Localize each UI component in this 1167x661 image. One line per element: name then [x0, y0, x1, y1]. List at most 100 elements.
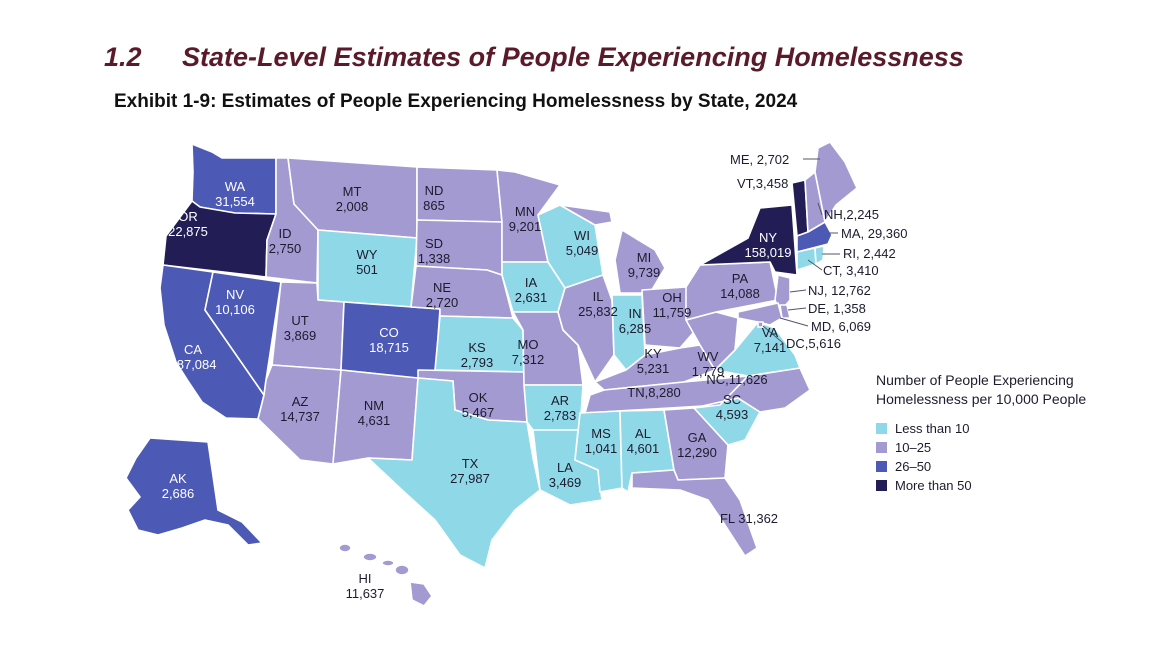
legend-item-26-50: 26–50 — [876, 457, 1146, 476]
legend-swatch-gt50 — [876, 480, 887, 491]
state-label-TX: TX 27,987 — [450, 456, 490, 486]
state-value-IN: 6,285 — [619, 321, 652, 336]
state-label-IA: IA 2,631 — [515, 275, 548, 305]
state-label-CO: CO 18,715 — [369, 325, 409, 355]
legend-item-10-25: 10–25 — [876, 438, 1146, 457]
state-label-TN: TN,8,280 — [627, 385, 680, 400]
state-CT[interactable] — [796, 247, 817, 271]
state-NY[interactable] — [699, 204, 798, 276]
state-abbr-WA: WA — [225, 179, 246, 194]
legend-label-10-25: 10–25 — [895, 440, 932, 455]
state-label-MI: MI 9,739 — [628, 250, 661, 280]
state-label-DC: DC,5,616 — [786, 336, 841, 351]
state-ME[interactable] — [814, 141, 858, 223]
state-abbr-AR: AR — [551, 393, 569, 408]
state-MD[interactable] — [737, 302, 783, 326]
state-abbr-WY: WY — [357, 247, 378, 262]
state-label-DE: DE, 1,358 — [808, 301, 866, 316]
state-label-SD: SD 1,338 — [418, 236, 451, 266]
state-label-AL: AL 4,601 — [627, 426, 660, 456]
state-FL[interactable] — [631, 469, 758, 557]
state-abbr-IA: IA — [525, 275, 538, 290]
state-label-MO: MO 7,312 — [512, 337, 545, 367]
state-value-WA: 31,554 — [215, 194, 255, 209]
state-abbr-MO: MO — [518, 337, 539, 352]
state-abbr-GA: GA — [688, 430, 707, 445]
state-value-OK: 5,467 — [462, 405, 495, 420]
state-label-NC: NC,11,626 — [706, 372, 767, 387]
state-DE[interactable] — [779, 304, 791, 319]
legend-label-gt50: More than 50 — [895, 478, 972, 493]
state-abbr-TX: TX — [462, 456, 479, 471]
legend-item-gt50: More than 50 — [876, 476, 1146, 495]
state-value-PA: 14,088 — [720, 286, 760, 301]
leader-NJ — [789, 289, 807, 293]
state-DC[interactable] — [757, 321, 764, 328]
legend-title-line2: Homelessness per 10,000 People — [876, 391, 1087, 407]
state-value-WV: 1,779 — [692, 364, 725, 379]
state-label-CT: CT, 3,410 — [823, 263, 879, 278]
state-HI[interactable] — [338, 543, 433, 607]
legend-label-lt10: Less than 10 — [895, 421, 970, 436]
state-abbr-MS: MS — [591, 426, 611, 441]
state-value-IA: 2,631 — [515, 290, 548, 305]
state-label-IN: IN 6,285 — [619, 306, 652, 336]
state-value-IL: 25,832 — [578, 304, 618, 319]
state-abbr-NY: NY — [759, 230, 777, 245]
state-label-OR: OR 22,875 — [168, 209, 208, 239]
state-label-IL: IL 25,832 — [578, 289, 618, 319]
state-abbr-SD: SD — [425, 236, 443, 251]
state-label-NH: NH,2,245 — [824, 207, 879, 222]
state-label-CA: CA 187,084 — [170, 342, 217, 372]
state-value-NM: 4,631 — [358, 413, 391, 428]
hawaii-island-big — [409, 581, 433, 607]
state-value-OH: 11,759 — [653, 305, 692, 320]
state-label-AK: AK 2,686 — [162, 471, 195, 501]
state-label-OH: OH 11,759 — [653, 290, 692, 320]
state-TX[interactable] — [367, 377, 541, 569]
state-label-SC: SC 4,593 — [716, 392, 749, 422]
state-label-OK: OK 5,467 — [462, 390, 495, 420]
state-value-VA: 7,141 — [754, 340, 787, 355]
state-value-KY: 5,231 — [637, 361, 670, 376]
state-AK[interactable] — [125, 437, 263, 546]
state-label-MT: MT 2,008 — [336, 184, 369, 214]
state-abbr-AZ: AZ — [292, 394, 309, 409]
legend: Number of People Experiencing Homelessne… — [876, 371, 1146, 495]
state-value-AL: 4,601 — [627, 441, 660, 456]
state-label-MD: MD, 6,069 — [811, 319, 871, 334]
state-abbr-NV: NV — [226, 287, 244, 302]
state-value-SC: 4,593 — [716, 407, 749, 422]
state-value-LA: 3,469 — [549, 475, 582, 490]
state-label-VA: VA 7,141 — [754, 325, 787, 355]
state-abbr-KY: KY — [644, 346, 662, 361]
state-RI[interactable] — [814, 245, 825, 265]
state-label-MA: MA, 29,360 — [841, 226, 908, 241]
state-abbr-CO: CO — [379, 325, 399, 340]
state-abbr-MT: MT — [343, 184, 362, 199]
state-value-MT: 2,008 — [336, 199, 369, 214]
state-abbr-KS: KS — [468, 340, 486, 355]
state-label-AR: AR 2,783 — [544, 393, 577, 423]
state-abbr-OK: OK — [469, 390, 488, 405]
state-label-AZ: AZ 14,737 — [280, 394, 320, 424]
state-value-AK: 2,686 — [162, 486, 195, 501]
state-value-NY: 158,019 — [745, 245, 792, 260]
hawaii-island-molokai — [381, 559, 395, 567]
state-abbr-SC: SC — [723, 392, 741, 407]
leader-CT — [807, 259, 823, 271]
state-label-ME: ME, 2,702 — [730, 152, 789, 167]
callout-leaders — [762, 158, 840, 344]
state-value-CO: 18,715 — [369, 340, 409, 355]
state-label-MN: MN 9,201 — [509, 204, 542, 234]
state-value-GA: 12,290 — [677, 445, 717, 460]
exhibit-title: Exhibit 1-9: Estimates of People Experie… — [114, 91, 798, 112]
state-label-KY: KY 5,231 — [637, 346, 670, 376]
state-VA[interactable] — [714, 321, 801, 377]
leader-DC — [762, 325, 784, 344]
state-label-NJ: NJ, 12,762 — [808, 283, 871, 298]
hawaii-island-maui — [394, 564, 410, 576]
state-value-WY: 501 — [356, 262, 378, 277]
section-number: 1.2 — [104, 42, 142, 72]
